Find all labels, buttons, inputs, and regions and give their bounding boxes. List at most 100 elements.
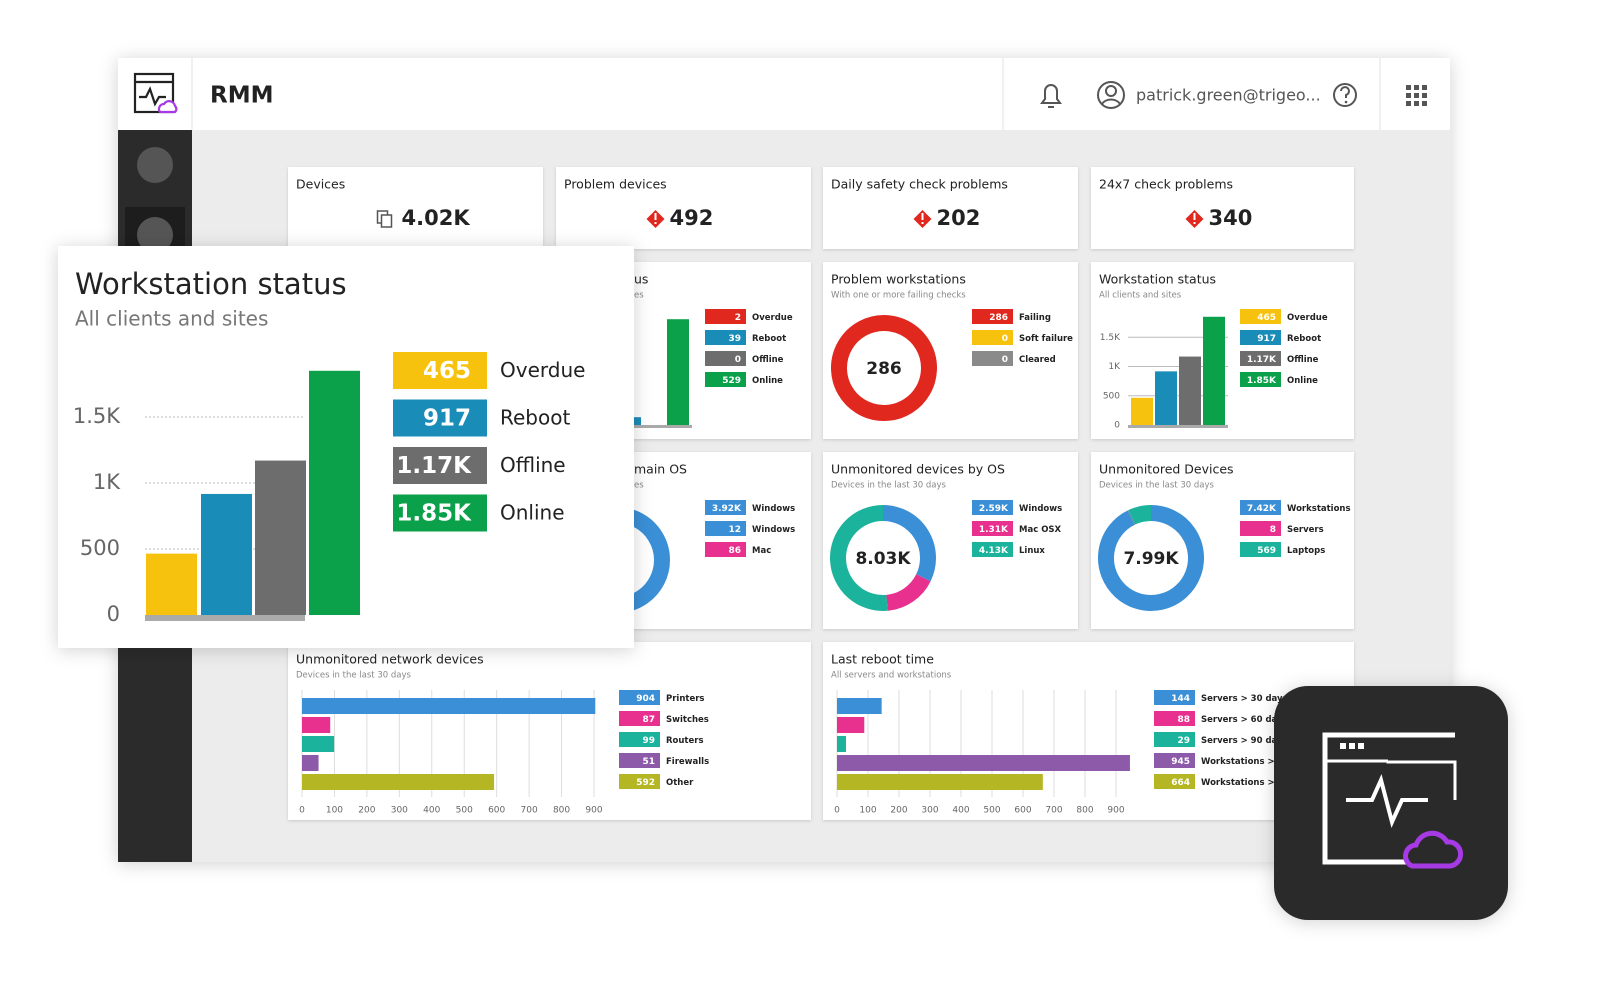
popup-subtitle: All clients and sites [75, 307, 268, 331]
widget: Workstation status All clients and sites 1… [1091, 262, 1354, 439]
legend-value: 51 [642, 757, 655, 767]
legend-swatch [1240, 309, 1281, 324]
legend-swatch [705, 309, 746, 324]
legend-swatch [972, 542, 1013, 557]
x-tick-label: 900 [585, 806, 602, 816]
legend-value: 88 [1177, 715, 1190, 725]
widget: Unmonitored network devices Devices in th… [288, 642, 811, 820]
sidebar-item[interactable] [137, 217, 173, 253]
legend-swatch [619, 690, 660, 705]
legend-value: 664 [1171, 778, 1190, 788]
sidebar-item[interactable] [137, 147, 173, 183]
donut-center: 286 [866, 359, 902, 379]
legend-swatch [705, 372, 746, 387]
bar [146, 553, 197, 615]
bar [667, 319, 689, 425]
stat-value: 202 [937, 206, 981, 230]
warning-mark [921, 213, 924, 220]
warning-mark [1193, 213, 1196, 220]
bar [1179, 356, 1201, 425]
legend-swatch [619, 732, 660, 747]
bar [1155, 371, 1177, 425]
legend-label: Overdue [500, 358, 585, 382]
bar [255, 460, 306, 615]
donut-segment [1128, 505, 1152, 525]
legend-value: 529 [722, 376, 741, 386]
legend-swatch [1154, 711, 1195, 726]
stat-card[interactable] [556, 167, 811, 249]
legend-swatch [1240, 500, 1281, 515]
legend-label: Windows [752, 525, 795, 535]
axis-base [592, 425, 692, 428]
legend-label: Printers [666, 694, 704, 704]
help-button[interactable] [1333, 83, 1357, 107]
x-tick-label: 0 [834, 806, 840, 816]
y-tick-label: 0 [107, 602, 120, 626]
widget-title: Unmonitored Devices [1099, 462, 1234, 477]
app-logo[interactable] [133, 72, 178, 114]
legend-label: Online [500, 501, 565, 525]
legend-label: Workstations [1287, 504, 1351, 514]
bar [1131, 397, 1153, 425]
stat-title: 24x7 check problems [1099, 177, 1233, 192]
x-tick-label: 300 [391, 806, 408, 816]
notifications-button[interactable] [1040, 84, 1062, 108]
legend-label: Servers > 60 days [1201, 715, 1288, 725]
widget-card[interactable] [823, 642, 1354, 820]
widget-subtitle: Devices in the last 30 days [831, 481, 946, 491]
legend-value: 29 [1177, 736, 1190, 746]
legend-value: 1.31K [979, 525, 1009, 535]
legend-value: 87 [642, 715, 655, 725]
legend-label: Servers [1287, 525, 1324, 535]
widget-title: us [634, 272, 648, 287]
widget: Last reboot time All servers and workstat… [823, 642, 1354, 820]
widget: Unmonitored devices by OS Devices in the … [823, 452, 1078, 629]
legend-swatch [393, 494, 487, 532]
apps-menu-button[interactable] [1406, 85, 1427, 106]
app-name: RMM [210, 83, 274, 109]
legend-value: 569 [1257, 546, 1276, 556]
y-tick-label: 500 [1103, 391, 1120, 401]
device-icon [380, 214, 393, 228]
legend-value: 592 [636, 778, 655, 788]
warning-mark [654, 213, 657, 220]
y-tick-label: 500 [80, 536, 120, 560]
x-tick-label: 500 [456, 806, 473, 816]
x-tick-label: 100 [326, 806, 343, 816]
legend-swatch [1240, 542, 1281, 557]
legend-swatch [1154, 774, 1195, 789]
legend-value: 4.13K [979, 546, 1009, 556]
donut-segment [831, 315, 937, 421]
stat-card[interactable] [288, 167, 543, 249]
widget-card[interactable] [288, 642, 811, 820]
legend-label: Linux [1019, 546, 1045, 556]
legend-swatch [705, 351, 746, 366]
y-tick-label: 1K [1108, 362, 1121, 372]
bar [837, 736, 846, 752]
legend-swatch [972, 309, 1013, 324]
header-bar [118, 58, 1450, 130]
x-tick-label: 700 [1045, 806, 1062, 816]
legend-value: 0 [735, 355, 741, 365]
widget-title: main OS [634, 462, 687, 477]
legend-label: Other [666, 778, 694, 788]
y-tick-label: 1.5K [73, 404, 121, 428]
widget-subtitle: All clients and sites [1099, 291, 1182, 301]
legend-value: 0 [1002, 334, 1008, 344]
stat-card[interactable] [823, 167, 1078, 249]
user-email[interactable]: patrick.green@trigeo... [1136, 86, 1321, 105]
widget-subtitle: Devices in the last 30 days [1099, 481, 1214, 491]
x-tick-label: 300 [921, 806, 938, 816]
stat-card[interactable] [1091, 167, 1354, 249]
bar [1203, 316, 1225, 425]
legend-swatch [1154, 690, 1195, 705]
x-tick-label: 200 [358, 806, 375, 816]
widget-subtitle: es [634, 291, 644, 301]
y-tick-label: 0 [1114, 421, 1120, 431]
widget: Unmonitored Devices Devices in the last 3… [1091, 452, 1354, 629]
widget-subtitle: Devices in the last 30 days [296, 671, 411, 681]
legend-label: Switches [666, 715, 709, 725]
user-avatar[interactable] [1097, 81, 1125, 109]
x-tick-label: 500 [983, 806, 1000, 816]
